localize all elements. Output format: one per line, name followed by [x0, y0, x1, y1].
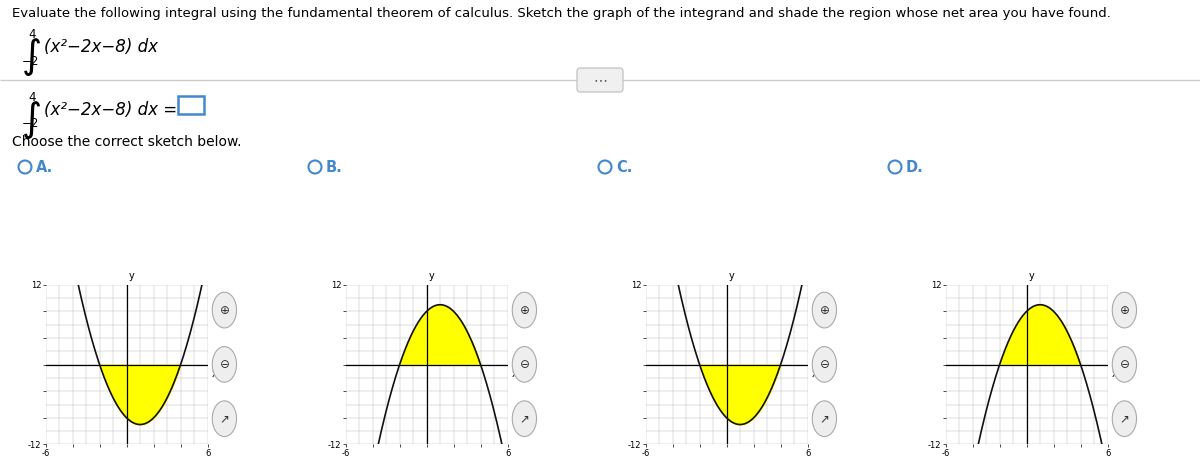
Text: ↗: ↗ [220, 412, 229, 425]
FancyBboxPatch shape [178, 96, 204, 114]
Text: −2: −2 [22, 55, 38, 68]
Text: x: x [511, 369, 517, 379]
Text: ↗: ↗ [1120, 412, 1129, 425]
Text: ⊖: ⊖ [820, 358, 829, 371]
Text: Choose the correct sketch below.: Choose the correct sketch below. [12, 135, 241, 149]
Text: Evaluate the following integral using the fundamental theorem of calculus. Sketc: Evaluate the following integral using th… [12, 7, 1111, 20]
Circle shape [212, 292, 236, 328]
Text: ⋯: ⋯ [593, 73, 607, 87]
Circle shape [1112, 401, 1136, 437]
Text: D.: D. [906, 159, 924, 175]
Text: −2: −2 [22, 117, 38, 130]
Text: y: y [1028, 271, 1034, 281]
FancyBboxPatch shape [577, 68, 623, 92]
Text: 4: 4 [29, 28, 36, 41]
Text: y: y [728, 271, 734, 281]
Circle shape [812, 346, 836, 382]
Text: C.: C. [616, 159, 632, 175]
Text: ∫: ∫ [22, 101, 42, 139]
Circle shape [212, 401, 236, 437]
Circle shape [812, 401, 836, 437]
Text: x: x [211, 369, 217, 379]
Text: 4: 4 [29, 91, 36, 104]
Circle shape [512, 401, 536, 437]
Circle shape [812, 292, 836, 328]
Circle shape [512, 346, 536, 382]
Text: ↗: ↗ [820, 412, 829, 425]
Text: ⊖: ⊖ [1120, 358, 1129, 371]
Text: ⊕: ⊕ [1120, 304, 1129, 317]
Text: (x²−2x−8) dx =: (x²−2x−8) dx = [44, 101, 178, 119]
Circle shape [212, 346, 236, 382]
Text: A.: A. [36, 159, 53, 175]
Text: ⊖: ⊖ [520, 358, 529, 371]
Text: B.: B. [326, 159, 343, 175]
Text: y: y [128, 271, 134, 281]
Text: ∫: ∫ [22, 38, 42, 76]
Text: y: y [428, 271, 434, 281]
Text: ⊕: ⊕ [520, 304, 529, 317]
Text: ⊖: ⊖ [220, 358, 229, 371]
Text: ⊕: ⊕ [220, 304, 229, 317]
Circle shape [1112, 292, 1136, 328]
Text: x: x [1111, 369, 1117, 379]
Text: (x²−2x−8) dx: (x²−2x−8) dx [44, 38, 158, 56]
Circle shape [512, 292, 536, 328]
Circle shape [1112, 346, 1136, 382]
Text: ⊕: ⊕ [820, 304, 829, 317]
Text: x: x [811, 369, 817, 379]
Text: ↗: ↗ [520, 412, 529, 425]
